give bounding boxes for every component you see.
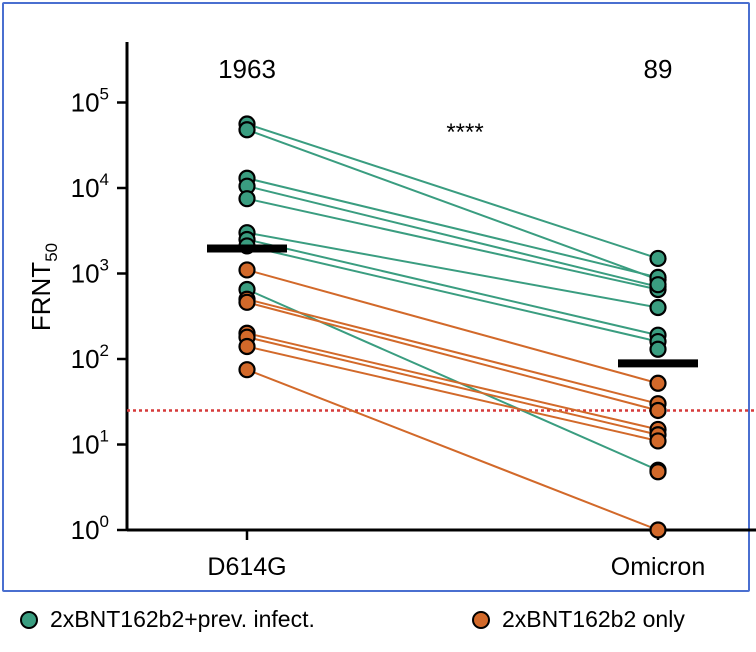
data-point: [649, 374, 667, 392]
x-tick-label: D614G: [207, 553, 286, 581]
y-axis-label: FRNT50: [26, 243, 61, 331]
y-tick-label: 100: [71, 512, 109, 545]
pair-line: [246, 185, 659, 288]
data-point: [649, 276, 667, 294]
legend-marker-orange: [472, 610, 490, 629]
pair-line: [246, 301, 659, 412]
data-point: [238, 337, 256, 356]
chart-frame: [2, 2, 750, 592]
median-label: 1963: [218, 54, 276, 84]
legend: 2xBNT162b2+prev. infect. 2xBNT162b2 only: [0, 600, 756, 640]
pair-line: [246, 268, 659, 385]
pair-line: [246, 244, 659, 343]
legend-item-only: 2xBNT162b2 only: [472, 606, 685, 633]
legend-item-prev-infect: 2xBNT162b2+prev. infect.: [20, 606, 315, 633]
chart-plot: 100 101 102 103 104 105 FRNT50 D614G Omicron 1963…: [26, 42, 756, 581]
y-tick-label: 102: [71, 341, 109, 374]
data-point: [649, 432, 667, 450]
data-point: [649, 340, 667, 358]
median-label: 89: [644, 54, 673, 84]
pair-line: [246, 336, 659, 436]
data-point: [649, 463, 667, 481]
pair-line: [246, 368, 659, 531]
y-tick-label: 105: [71, 85, 109, 118]
pair-line: [246, 197, 659, 291]
pair-line: [246, 332, 659, 431]
y-tick-label: 103: [71, 256, 109, 289]
pair-line: [246, 128, 659, 281]
legend-label-only: 2xBNT162b2 only: [502, 606, 685, 632]
data-point: [238, 361, 256, 379]
data-point: [649, 249, 667, 268]
pair-line: [246, 238, 659, 337]
data-point: [649, 521, 667, 539]
y-tick-label: 101: [71, 427, 109, 460]
significance-label: ****: [446, 119, 483, 146]
data-point: [238, 261, 256, 279]
pair-line: [246, 298, 659, 405]
data-point: [649, 401, 667, 420]
data-point: [238, 190, 256, 208]
legend-marker-green: [20, 610, 38, 629]
pair-line: [246, 288, 659, 472]
legend-label-prev-infect: 2xBNT162b2+prev. infect.: [50, 606, 315, 632]
data-point: [238, 293, 256, 311]
pair-line: [246, 123, 659, 260]
pair-line: [246, 177, 659, 279]
y-tick-label: 104: [71, 170, 109, 203]
data-point: [238, 121, 256, 139]
x-tick-label: Omicron: [611, 553, 705, 581]
pair-line: [246, 231, 659, 309]
pair-line: [246, 345, 659, 442]
data-point: [649, 298, 667, 317]
